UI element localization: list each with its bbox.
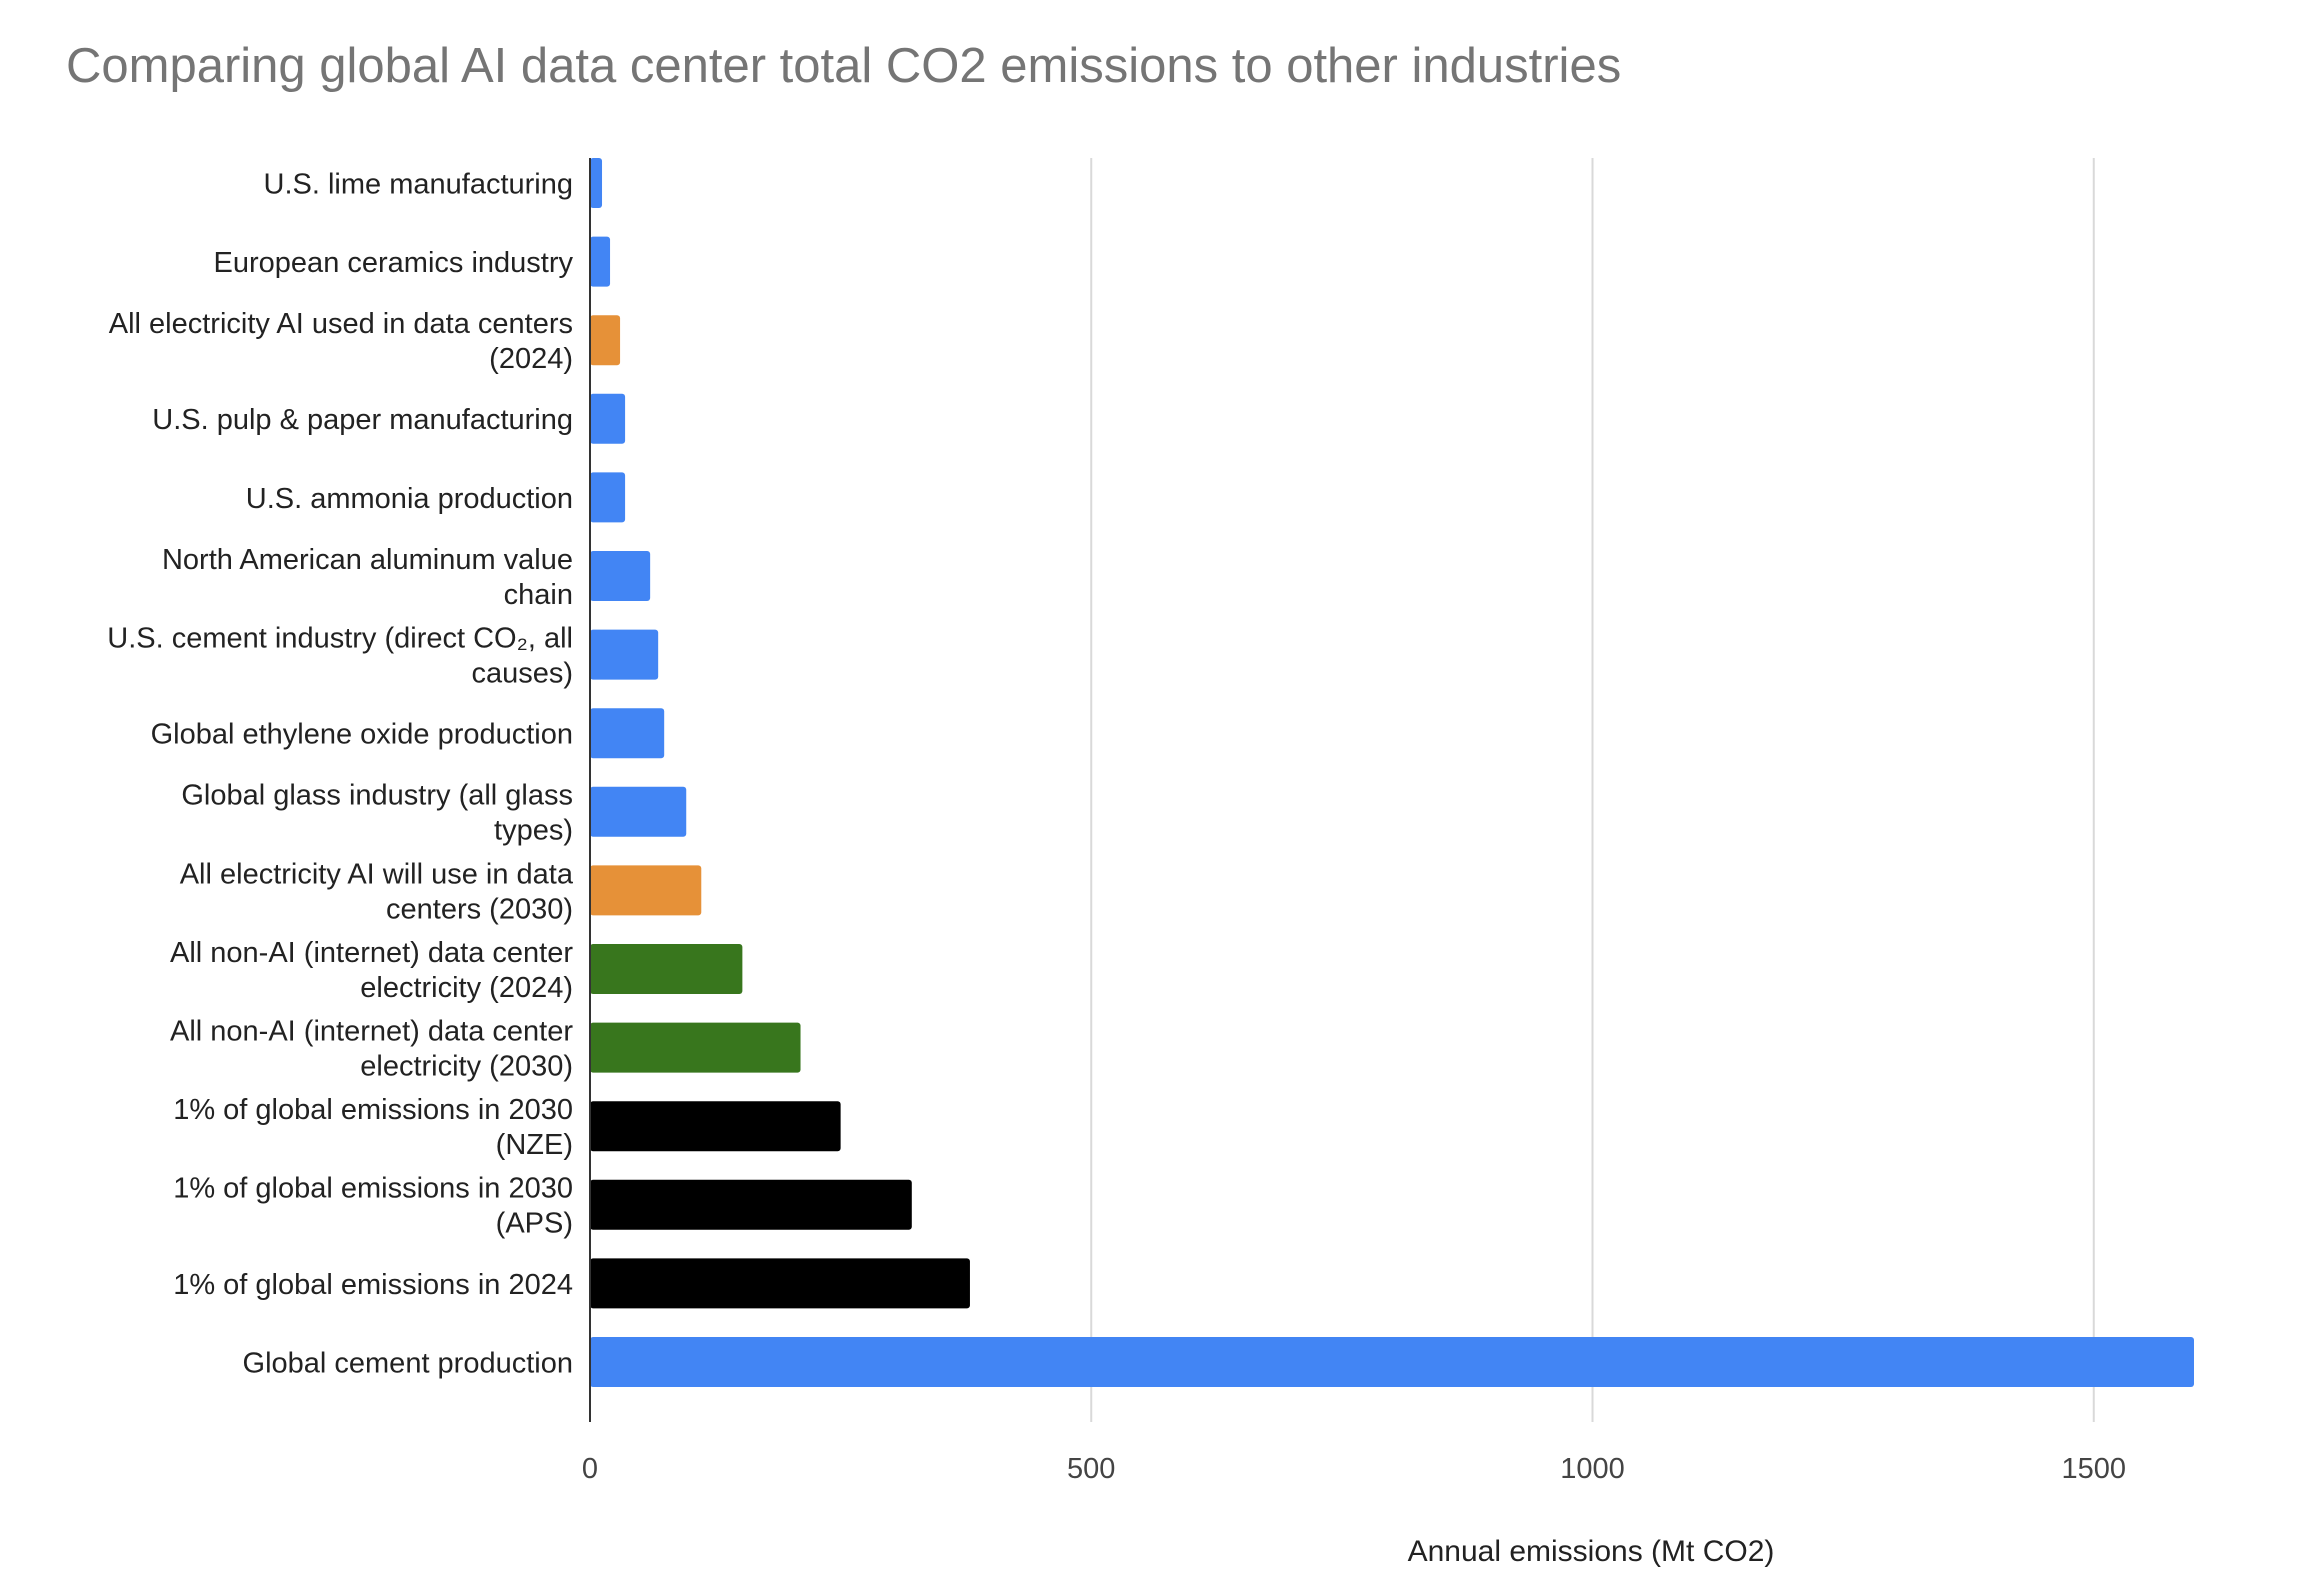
category-label: All electricity AI will use in data <box>180 858 574 890</box>
category-label: 1% of global emissions in 2030 <box>173 1173 573 1205</box>
bar <box>590 1337 2194 1387</box>
category-label: U.S. ammonia production <box>246 483 573 515</box>
category-label: chain <box>504 579 573 611</box>
bar <box>590 1022 801 1073</box>
bar <box>590 158 603 208</box>
category-label: (NZE) <box>496 1129 573 1161</box>
chart-title: Comparing global AI data center total CO… <box>66 39 1622 93</box>
category-label: U.S. lime manufacturing <box>264 168 573 200</box>
x-tick-label: 500 <box>1067 1453 1115 1485</box>
bar <box>590 551 651 601</box>
x-tick-label: 1000 <box>1560 1453 1625 1485</box>
category-label: All non-AI (internet) data center <box>170 1016 573 1048</box>
category-label: centers (2030) <box>386 893 573 925</box>
category-label: (2024) <box>489 343 573 375</box>
x-tick-label: 1500 <box>2061 1453 2126 1485</box>
category-label: electricity (2030) <box>360 1051 573 1083</box>
bar <box>590 629 659 680</box>
category-label: U.S. cement industry (direct CO₂, all <box>107 623 573 655</box>
bar <box>590 1258 970 1309</box>
bar <box>590 393 626 444</box>
category-label: types) <box>494 815 573 847</box>
category-label: 1% of global emissions in 2024 <box>173 1269 573 1301</box>
bar <box>590 786 687 837</box>
bar <box>590 315 621 366</box>
x-tick-label: 0 <box>582 1453 598 1485</box>
category-label: (APS) <box>496 1208 573 1240</box>
category-label: electricity (2024) <box>360 972 573 1004</box>
category-label: causes) <box>471 658 573 690</box>
bar <box>590 944 743 994</box>
category-label: All non-AI (internet) data center <box>170 937 573 969</box>
category-label: North American aluminum value <box>162 544 573 576</box>
category-label: All electricity AI used in data centers <box>109 308 573 340</box>
bar <box>590 472 626 523</box>
category-label: Global cement production <box>243 1347 573 1379</box>
bar <box>590 1101 841 1152</box>
bar <box>590 865 702 916</box>
category-label: 1% of global emissions in 2030 <box>173 1094 573 1126</box>
category-label: U.S. pulp & paper manufacturing <box>152 404 573 436</box>
bar <box>590 1179 912 1230</box>
category-label: Global glass industry (all glass <box>181 780 573 812</box>
bar <box>590 236 611 287</box>
x-axis-title: Annual emissions (Mt CO2) <box>1408 1535 1775 1568</box>
bar <box>590 708 665 759</box>
category-label: Global ethylene oxide production <box>151 719 573 751</box>
category-label: European ceramics industry <box>214 247 574 279</box>
